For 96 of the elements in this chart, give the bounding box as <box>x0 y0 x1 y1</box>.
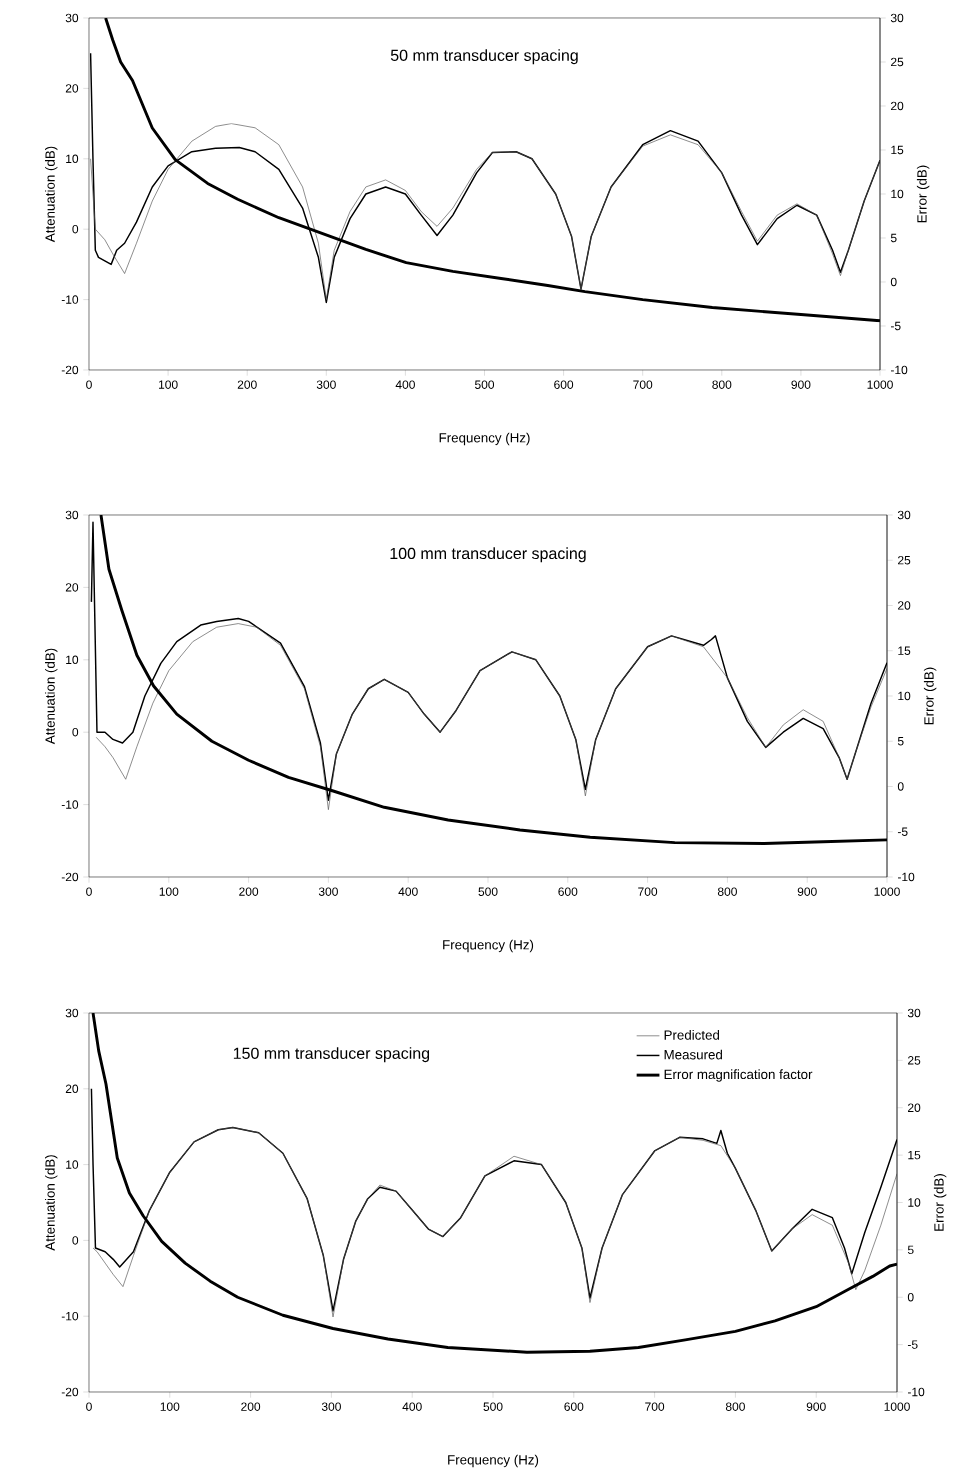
x-tick-label: 100 <box>159 887 179 896</box>
x-tick-label: 500 <box>483 1402 503 1411</box>
x-tick-label: 900 <box>797 887 817 896</box>
text: 150 mm transducer spacing <box>233 1047 430 1063</box>
text: 100 mm transducer spacing <box>390 547 586 563</box>
y-tick-label: -20 <box>61 365 79 375</box>
line-series <box>92 1127 898 1318</box>
x-tick-label: 0 <box>86 887 92 896</box>
y-tick-label: 20 <box>65 1084 79 1094</box>
x-axis-title: Frequency (Hz) <box>448 1454 539 1468</box>
y-tick-label: 30 <box>65 13 79 23</box>
y2-tick-label: 25 <box>908 1056 921 1065</box>
y-tick-label: 10 <box>66 655 79 665</box>
legend-label: Measured <box>664 1049 722 1060</box>
line-series <box>95 623 888 810</box>
y2-tick-label: 5 <box>890 233 897 243</box>
y2-axis-title: Error (dB) <box>923 667 937 725</box>
y2-tick-label: 10 <box>908 1198 921 1207</box>
y2-tick-label: 15 <box>891 145 904 155</box>
x-tick-label: 400 <box>402 1402 422 1411</box>
y-tick-label: 0 <box>72 1236 79 1245</box>
x-tick-label: 200 <box>239 887 259 896</box>
x-tick-label: 100 <box>159 380 178 389</box>
x-tick-label: 0 <box>86 1402 92 1411</box>
line-series <box>90 123 881 300</box>
y-axis-title: Attenuation (dB) <box>45 146 58 243</box>
x-tick-label: 300 <box>316 380 336 389</box>
x-tick-label: 0 <box>86 380 92 389</box>
legend-label: Predicted <box>664 1029 720 1040</box>
y-tick-label: -10 <box>61 295 79 304</box>
y2-tick-label: -5 <box>907 1340 918 1349</box>
x-tick-label: 700 <box>633 380 653 389</box>
y2-tick-label: 20 <box>891 101 904 111</box>
y-axis-title: Attenuation (dB) <box>45 1155 58 1251</box>
x-tick-label: 100 <box>160 1402 180 1411</box>
y2-tick-label: -10 <box>907 1387 925 1397</box>
x-tick-label: 800 <box>712 380 732 389</box>
y-tick-label: -20 <box>61 1387 79 1397</box>
y2-tick-label: 15 <box>908 1150 921 1160</box>
y2-tick-label: 30 <box>890 13 904 23</box>
y-tick-label: 20 <box>65 84 79 93</box>
x-tick-label: 200 <box>241 1402 261 1411</box>
y2-tick-label: 25 <box>898 555 911 565</box>
x-tick-label: 800 <box>717 887 737 896</box>
y-tick-label: -10 <box>61 800 79 809</box>
y2-tick-label: 15 <box>898 646 911 655</box>
x-tick-label: 600 <box>554 380 574 389</box>
y-axis-title: Attenuation (dB) <box>45 648 58 745</box>
x-tick-label: 900 <box>791 380 811 389</box>
x-tick-label: 1000 <box>874 887 900 896</box>
y2-tick-label: 0 <box>897 782 904 791</box>
y2-tick-label: -10 <box>897 872 915 882</box>
y2-axis-title: Error (dB) <box>933 1174 947 1231</box>
x-axis-title: Frequency (Hz) <box>443 939 534 953</box>
x-tick-label: 300 <box>321 1402 341 1411</box>
y2-tick-label: 5 <box>907 1245 914 1255</box>
legend-label: Error magnification factor <box>664 1069 813 1082</box>
x-tick-label: 400 <box>395 380 415 389</box>
y2-tick-label: 10 <box>898 691 911 701</box>
y2-tick-label: 30 <box>907 1008 921 1018</box>
y-tick-label: 10 <box>66 154 79 164</box>
y2-tick-label: -5 <box>890 321 901 331</box>
y-tick-label: 30 <box>65 1008 79 1018</box>
y-tick-label: 0 <box>72 224 79 234</box>
y-tick-label: -10 <box>61 1311 79 1321</box>
x-tick-label: 200 <box>237 380 257 389</box>
x-tick-label: 1000 <box>867 380 893 389</box>
y2-tick-label: -5 <box>897 827 908 836</box>
y2-tick-label: 10 <box>891 189 904 199</box>
y-tick-label: -20 <box>61 872 79 882</box>
x-tick-label: 600 <box>564 1402 584 1411</box>
y2-tick-label: 20 <box>908 1103 921 1112</box>
x-axis-title: Frequency (Hz) <box>439 432 530 446</box>
y2-tick-label: 0 <box>890 277 897 287</box>
x-tick-label: 400 <box>398 887 418 896</box>
x-tick-label: 300 <box>318 887 338 896</box>
x-tick-label: 500 <box>474 380 495 389</box>
x-tick-label: 700 <box>645 1402 665 1411</box>
y2-tick-label: 30 <box>897 510 911 520</box>
y-tick-label: 10 <box>66 1160 79 1169</box>
y-tick-label: 20 <box>65 583 79 592</box>
x-tick-label: 900 <box>806 1402 826 1411</box>
y2-tick-label: 0 <box>907 1292 914 1302</box>
x-tick-label: 700 <box>638 887 658 896</box>
text: 50 mm transducer spacing <box>390 49 578 65</box>
y2-axis-title: Error (dB) <box>916 165 930 223</box>
y-tick-label: 30 <box>65 510 79 520</box>
y2-tick-label: 20 <box>898 601 911 610</box>
y2-tick-label: -10 <box>890 365 908 375</box>
y2-tick-label: 25 <box>891 57 904 67</box>
x-tick-label: 500 <box>478 887 498 896</box>
x-tick-label: 600 <box>558 887 578 896</box>
x-tick-label: 1000 <box>884 1402 910 1411</box>
y-tick-label: 0 <box>72 727 79 737</box>
x-tick-label: 800 <box>725 1402 745 1411</box>
y2-tick-label: 5 <box>897 737 904 746</box>
